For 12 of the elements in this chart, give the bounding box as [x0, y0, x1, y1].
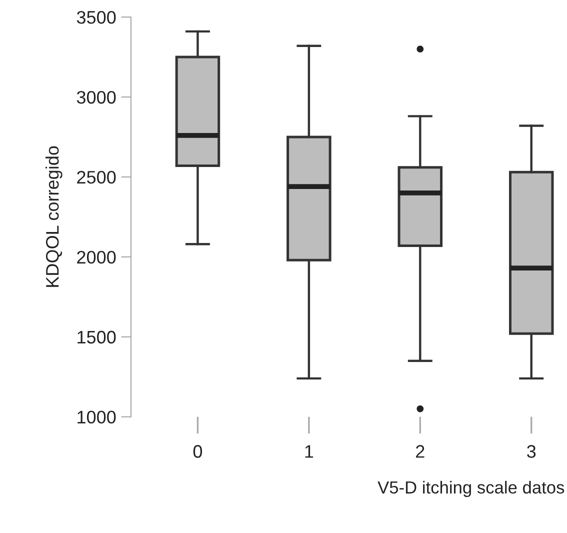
y-tick-label: 3000	[76, 90, 116, 104]
x-tick-label: 3	[527, 445, 536, 458]
y-tick-label: 1000	[78, 410, 116, 424]
x-tick-label: 1	[305, 445, 314, 458]
x-tick-label: 0	[193, 445, 202, 458]
y-tick-label: 1500	[78, 330, 116, 344]
y-tick-label: 3500	[76, 10, 116, 24]
x-tick-label: 2	[416, 445, 424, 458]
y-tick-label: 2500	[77, 170, 116, 184]
x-axis-title: V5-D itching scale datos	[378, 480, 564, 498]
y-axis-title: KDQOL corregido	[46, 146, 62, 287]
y-tick-label: 2000	[77, 250, 116, 264]
